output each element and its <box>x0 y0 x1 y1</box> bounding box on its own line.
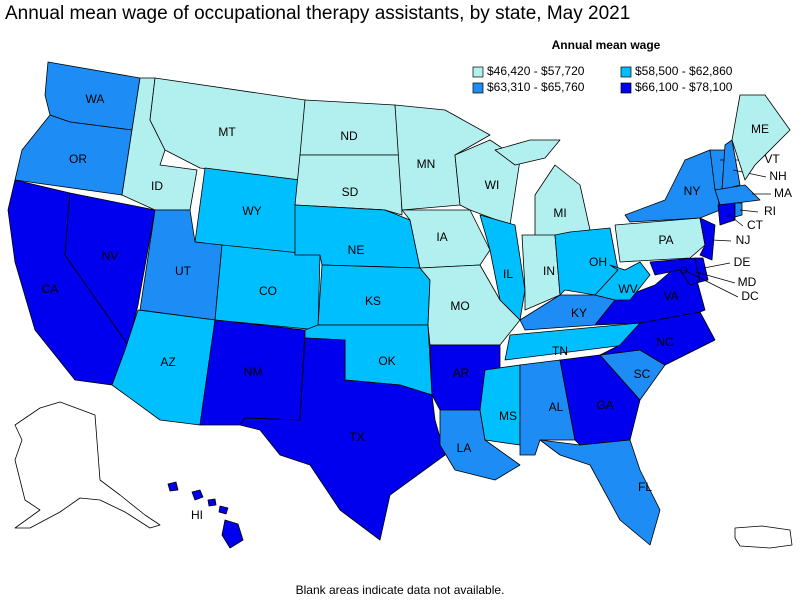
state <box>624 149 721 223</box>
state-label: FL <box>638 480 652 494</box>
state-label: ID <box>151 179 163 193</box>
state-label: NH <box>769 169 786 183</box>
state-label: ME <box>751 122 769 136</box>
puerto-rico <box>734 525 793 549</box>
state <box>299 99 401 156</box>
state-label: KS <box>365 294 381 308</box>
state-label: HI <box>191 508 203 522</box>
state <box>594 254 706 326</box>
legend-title: Annual mean wage <box>552 38 661 52</box>
state <box>167 481 244 549</box>
state-label: KY <box>571 306 587 320</box>
state-label: NM <box>244 365 263 379</box>
state-label: WI <box>485 178 500 192</box>
state-label: MI <box>553 206 566 220</box>
state-label: PA <box>658 233 673 247</box>
state-label: WY <box>242 204 261 218</box>
state-label: SC <box>634 367 651 381</box>
leader-line <box>711 239 732 242</box>
legend-swatch <box>620 82 632 94</box>
state-label: NV <box>102 249 119 263</box>
state <box>521 234 561 311</box>
legend-label: $46,420 - $57,720 <box>487 64 585 78</box>
state <box>294 154 403 216</box>
state-label: MN <box>417 157 436 171</box>
leader-line <box>727 213 744 227</box>
state-label: CO <box>259 284 277 298</box>
state-label: NC <box>656 335 674 349</box>
state-label: OH <box>589 255 607 269</box>
alaska <box>14 401 161 529</box>
state-label: VA <box>663 289 678 303</box>
state <box>717 202 736 226</box>
legend-swatch <box>472 66 484 78</box>
state <box>734 202 743 218</box>
state <box>239 337 446 541</box>
legend-label: $66,100 - $78,100 <box>635 80 733 94</box>
state-label: SD <box>342 185 359 199</box>
state-label: TX <box>349 430 364 444</box>
state-label: UT <box>175 264 192 278</box>
state-label: VT <box>764 152 780 166</box>
state-label: WV <box>618 282 637 296</box>
legend-label: $58,500 - $62,860 <box>635 64 733 78</box>
state-label: ND <box>340 129 358 143</box>
state-label: CA <box>42 282 59 296</box>
state-label: MS <box>499 409 517 423</box>
map-title: Annual mean wage of occupational therapy… <box>5 3 630 24</box>
state-label: OK <box>378 354 395 368</box>
state-label: MA <box>774 186 792 200</box>
legend-swatch <box>472 82 484 94</box>
legend: $46,420 - $57,720 $58,500 - $62,860 $63,31… <box>472 64 733 94</box>
state-label: MO <box>450 299 469 313</box>
state <box>479 364 521 446</box>
state-label: IL <box>503 267 513 281</box>
state <box>721 139 741 191</box>
state-label: LA <box>457 441 472 455</box>
state-label: GA <box>596 398 613 412</box>
state-label: OR <box>69 152 87 166</box>
leader-line <box>703 262 731 269</box>
state-label: MD <box>738 275 757 289</box>
state <box>714 184 761 206</box>
state-label: NY <box>684 184 701 198</box>
state-label: AZ <box>160 355 175 369</box>
state <box>731 94 791 181</box>
leader-line <box>695 271 736 284</box>
leader-line <box>683 269 739 298</box>
state-label: IN <box>543 264 555 278</box>
state-label: WA <box>86 92 105 106</box>
state-label: CT <box>747 218 764 232</box>
state <box>649 257 701 286</box>
state <box>539 439 661 546</box>
state-label: RI <box>764 204 776 218</box>
state-label: IA <box>436 230 447 244</box>
state-label: DE <box>734 255 751 269</box>
states: WA OR CA NV ID MT WY UT CO AZ NM ND SD NE KS OK TX MN IA MO… <box>7 61 792 549</box>
state-label: NJ <box>736 233 751 247</box>
state-label: TN <box>552 344 568 358</box>
state-label: DC <box>741 289 759 303</box>
state-label: AL <box>549 400 564 414</box>
state <box>594 261 651 301</box>
legend-swatch <box>620 66 632 78</box>
footnote: Blank areas indicate data not available. <box>296 583 505 597</box>
state-label: MT <box>218 125 236 139</box>
state-label: AR <box>453 366 470 380</box>
state-label: NE <box>348 243 365 257</box>
state <box>699 217 716 261</box>
leader-line <box>739 209 759 213</box>
legend-label: $63,310 - $65,760 <box>487 80 585 94</box>
